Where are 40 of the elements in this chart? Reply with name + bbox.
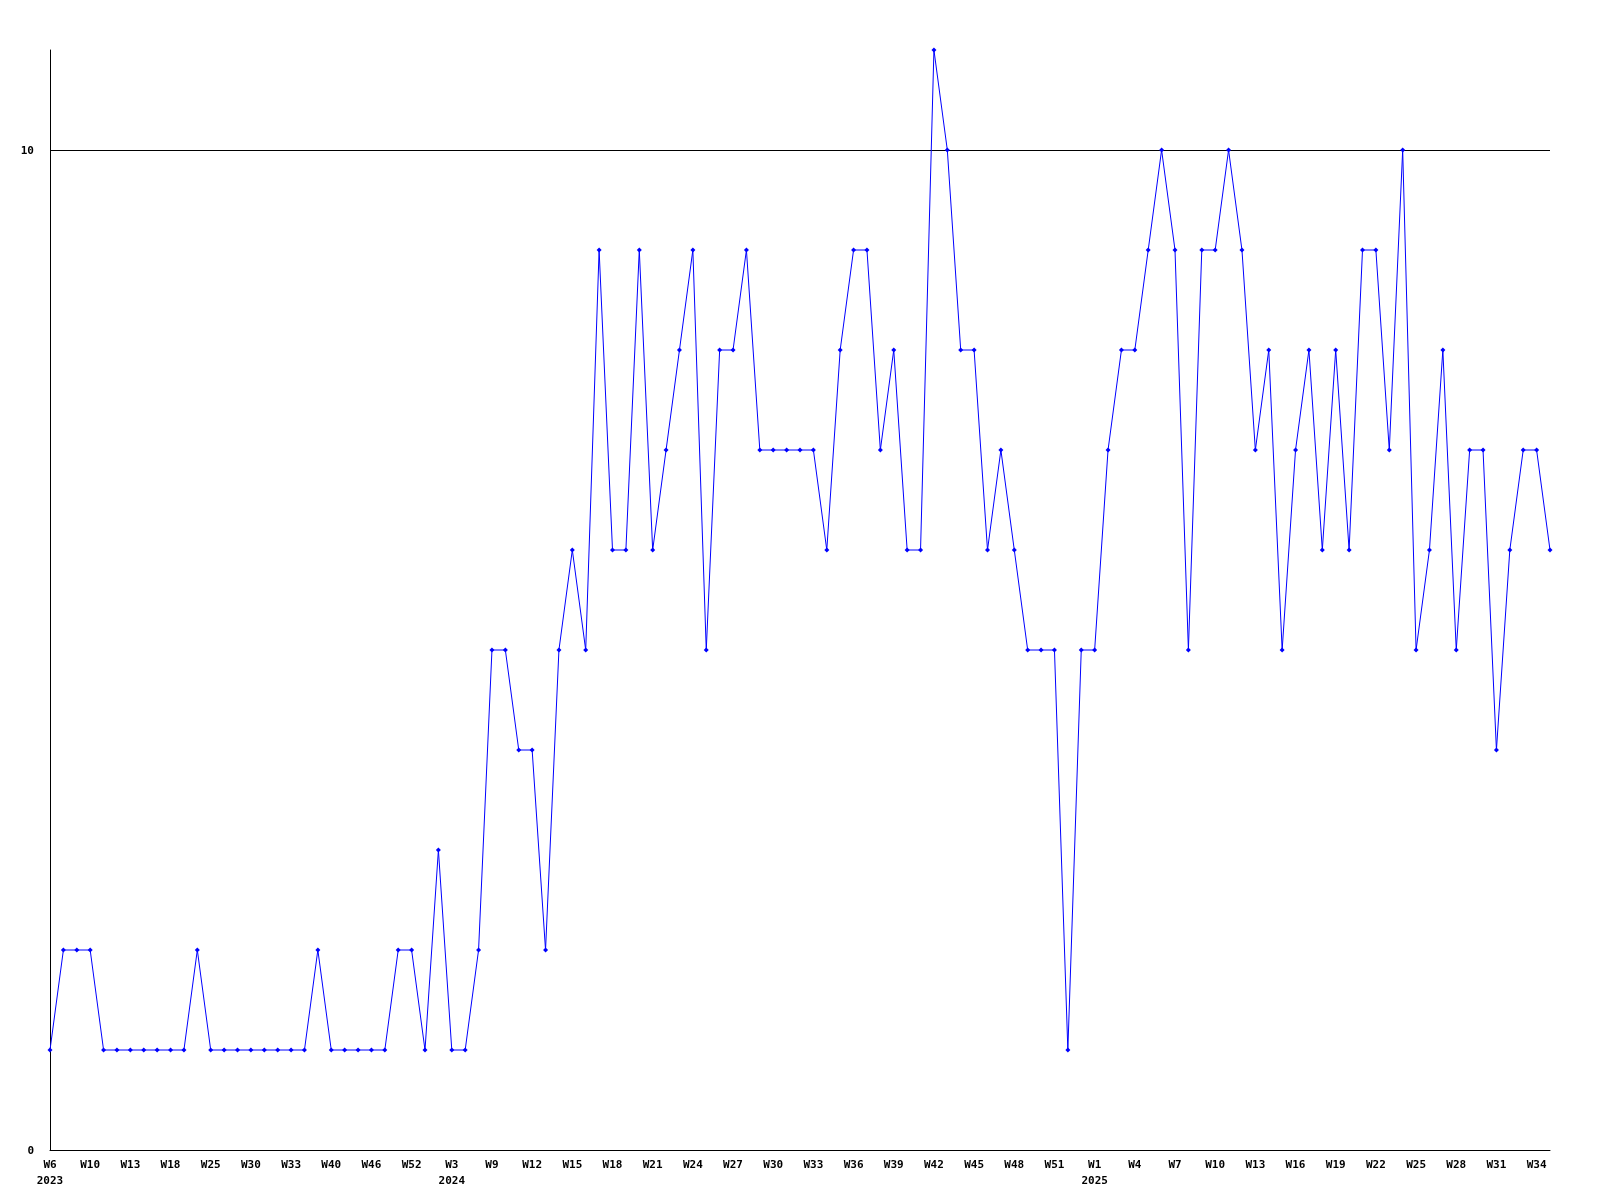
x-tick-label: W13 (120, 1157, 141, 1171)
x-tick-label: W25 (1406, 1157, 1427, 1171)
x-tick-label: W33 (281, 1157, 302, 1171)
x-tick-label: W28 (1446, 1157, 1467, 1171)
x-tick-label: W51 (1044, 1157, 1065, 1171)
x-tick-label: W30 (763, 1157, 784, 1171)
x-tick-label: W10 (1205, 1157, 1226, 1171)
x-tick-label: W25 (200, 1157, 221, 1171)
y-tick-label: 10 (20, 143, 34, 157)
x-tick-label: W15 (562, 1157, 583, 1171)
x-tick-label: W9 (485, 1157, 499, 1171)
x-tick-label: W18 (160, 1157, 181, 1171)
x-tick-label: W45 (964, 1157, 985, 1171)
x-tick-label: W27 (723, 1157, 743, 1171)
x-tick-label: W52 (401, 1157, 422, 1171)
x-tick-label: W34 (1526, 1157, 1547, 1171)
x-tick-label: W40 (321, 1157, 342, 1171)
x-tick-label: W6 2023 (36, 1157, 64, 1187)
x-tick-label: W12 (522, 1157, 543, 1171)
x-tick-label: W39 (883, 1157, 904, 1171)
x-tick-label: W22 (1365, 1157, 1386, 1171)
x-tick-label: W33 (803, 1157, 824, 1171)
x-tick-label: W18 (602, 1157, 623, 1171)
x-tick-label: W1 2025 (1081, 1157, 1108, 1187)
x-tick-label: W42 (923, 1157, 944, 1171)
x-tick-label: W21 (642, 1157, 663, 1171)
y-tick-label: 0 (27, 1143, 34, 1157)
x-tick-label: W4 (1128, 1157, 1142, 1171)
x-tick-label: W36 (843, 1157, 864, 1171)
x-tick-label: W10 (80, 1157, 101, 1171)
x-tick-label: W13 (1245, 1157, 1266, 1171)
x-tick-label: W19 (1325, 1157, 1346, 1171)
x-tick-label: W3 2024 (438, 1157, 466, 1187)
x-tick-label: W16 (1285, 1157, 1306, 1171)
x-tick-label: W31 (1486, 1157, 1507, 1171)
x-tick-label: W46 (361, 1157, 382, 1171)
x-tick-label: W30 (240, 1157, 261, 1171)
x-tick-label: W48 (1004, 1157, 1025, 1171)
x-tick-label: W24 (682, 1157, 704, 1171)
x-tick-label: W7 (1168, 1157, 1182, 1171)
